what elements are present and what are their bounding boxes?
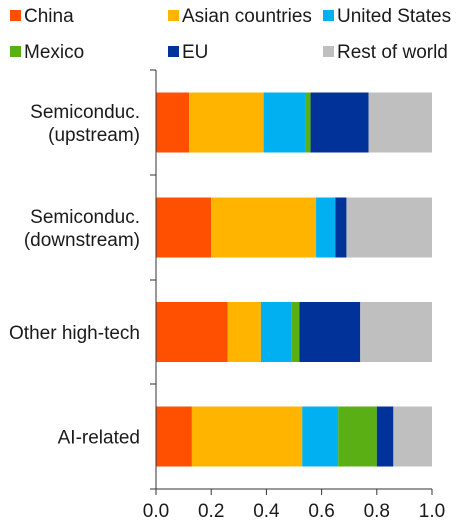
x-tick-label: 0.0 [143, 501, 169, 522]
bar-segment-other-high-tech-mexico [291, 302, 300, 362]
x-tick-label: 0.4 [253, 501, 280, 522]
bar-segment-semiconduc-upstream-china [156, 92, 190, 153]
bar-segment-other-high-tech-rest-of-world [360, 302, 432, 362]
bar-segment-semiconduc-downstream-asian-countries [211, 197, 317, 258]
category-label-semiconduc-upstream: Semiconduc. [30, 102, 140, 123]
bar-segment-semiconduc-downstream-rest-of-world [346, 197, 432, 258]
x-tick-label: 0.8 [364, 501, 390, 522]
bar-segment-semiconduc-upstream-rest-of-world [368, 92, 432, 153]
legend-swatch-united-states [323, 10, 334, 21]
axes: Semiconduc.(upstream)Semiconduc.(downstr… [9, 69, 445, 522]
legend: China Asian countries United States Mexico E… [10, 6, 451, 63]
bar-segment-semiconduc-downstream-china [156, 197, 212, 258]
category-label-ai-related: AI-related [58, 428, 140, 449]
bar-segment-semiconduc-downstream-eu [335, 197, 347, 258]
legend-label-asian-countries: Asian countries [182, 6, 312, 27]
category-label-semiconduc-downstream: Semiconduc. [30, 207, 140, 228]
legend-swatch-rest-of-world [323, 46, 334, 57]
bar-segment-other-high-tech-asian-countries [227, 302, 261, 362]
x-tick-label: 1.0 [419, 501, 445, 522]
bar-segment-other-high-tech-united-states [260, 302, 292, 362]
bar-segment-other-high-tech-eu [299, 302, 361, 362]
bar-segment-ai-related-mexico [338, 406, 377, 467]
bar-segment-semiconduc-upstream-mexico [305, 92, 311, 153]
bar-segment-other-high-tech-china [156, 302, 228, 362]
bar-segment-semiconduc-downstream-united-states [316, 197, 336, 258]
bar-segment-ai-related-asian-countries [191, 406, 303, 467]
bar-segment-semiconduc-upstream-eu [310, 92, 369, 153]
legend-label-mexico: Mexico [24, 42, 84, 63]
bar-segment-semiconduc-upstream-united-states [263, 92, 306, 153]
legend-swatch-mexico [10, 46, 21, 57]
legend-swatch-asian-countries [168, 10, 179, 21]
plot-area [156, 92, 432, 467]
category-label-semiconduc-upstream: (upstream) [48, 125, 140, 146]
bar-segment-semiconduc-upstream-asian-countries [189, 92, 264, 153]
legend-label-rest-of-world: Rest of world [337, 42, 448, 63]
legend-swatch-china [10, 10, 21, 21]
category-label-semiconduc-downstream: (downstream) [24, 230, 140, 251]
legend-label-united-states: United States [337, 6, 451, 27]
legend-label-china: China [24, 6, 74, 27]
legend-swatch-eu [168, 46, 179, 57]
bar-segment-ai-related-eu [376, 406, 394, 467]
bar-segment-ai-related-rest-of-world [393, 406, 432, 467]
bar-segment-ai-related-china [156, 406, 192, 467]
bar-segment-ai-related-united-states [302, 406, 339, 467]
category-label-other-high-tech: Other high-tech [9, 323, 140, 344]
x-tick-label: 0.2 [198, 501, 224, 522]
x-tick-label: 0.6 [308, 501, 334, 522]
legend-label-eu: EU [182, 42, 208, 63]
